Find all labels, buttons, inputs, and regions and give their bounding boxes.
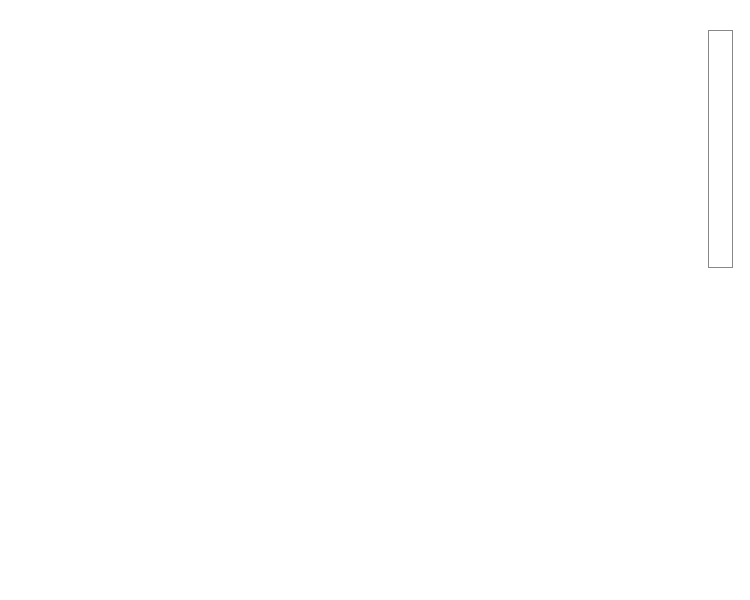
colorbar xyxy=(708,30,733,268)
spectrogram-plot-area xyxy=(38,30,672,268)
snr-plot-area xyxy=(38,330,672,568)
